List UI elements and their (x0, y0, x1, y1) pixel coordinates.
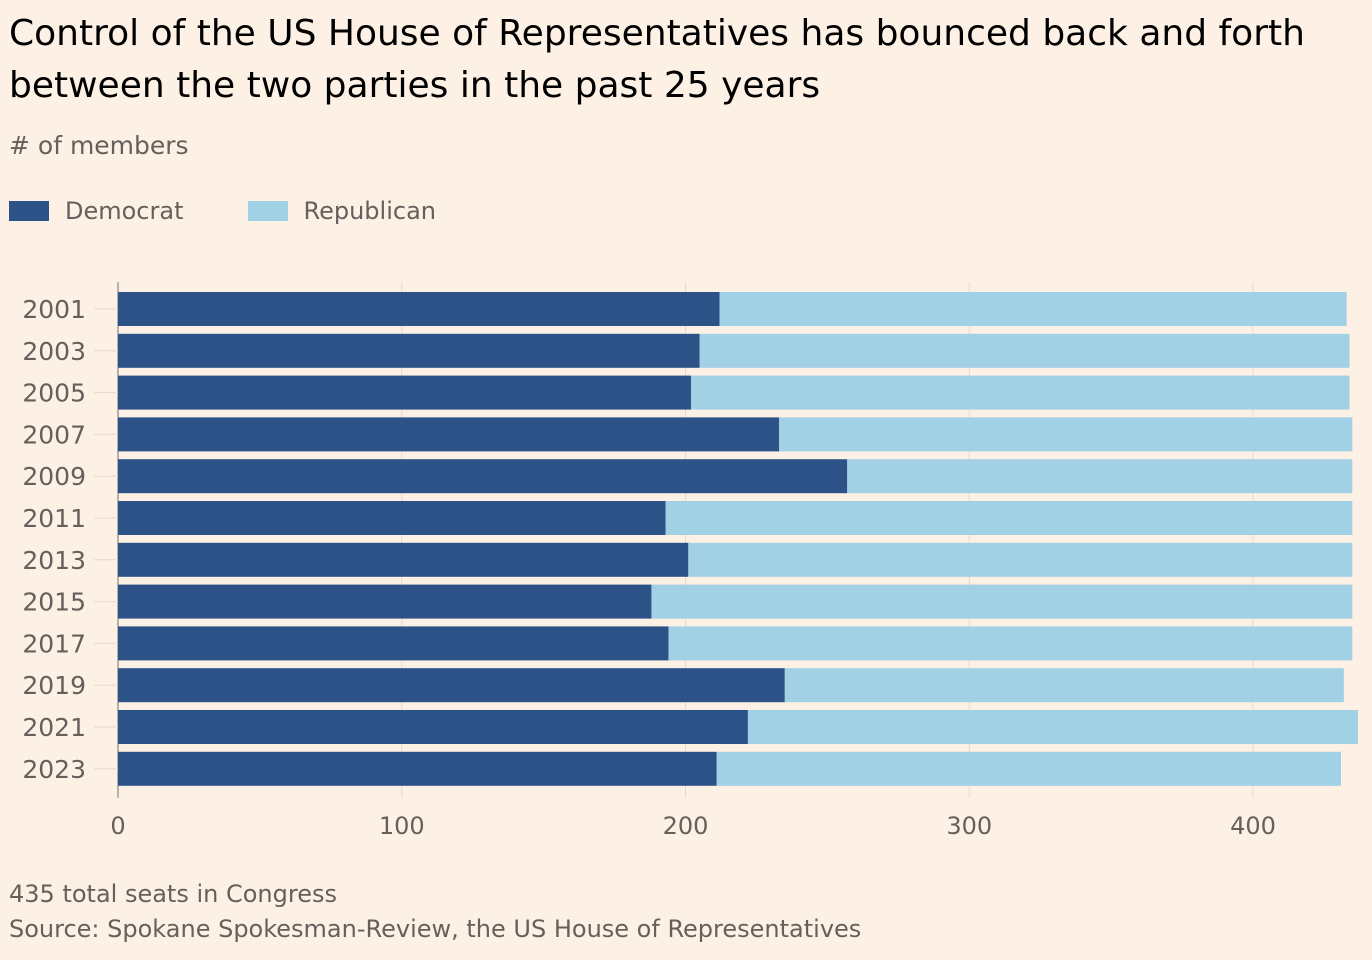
bar-democrat (118, 584, 652, 619)
y-tick-label: 2007 (22, 420, 86, 449)
y-tick-label: 2021 (22, 713, 86, 742)
x-tick-label: 300 (946, 812, 992, 840)
y-tick-label: 2023 (22, 755, 86, 784)
bar-republican (665, 501, 1353, 535)
bar-democrat (118, 542, 689, 577)
bar-republican (847, 459, 1353, 494)
bar-democrat (118, 333, 700, 368)
bar-republican (719, 292, 1347, 326)
x-tick-label: 200 (663, 812, 709, 840)
bar-republican (688, 542, 1353, 577)
bar-democrat (118, 375, 692, 410)
x-tick-label: 400 (1230, 812, 1276, 840)
bar-democrat (118, 459, 848, 494)
bar-republican (699, 333, 1350, 368)
bar-republican (668, 626, 1353, 661)
bar-republican (716, 751, 1341, 786)
y-tick-label: 2019 (22, 671, 86, 700)
bar-democrat (118, 417, 780, 452)
y-tick-label: 2001 (22, 295, 86, 324)
bar-democrat (118, 292, 720, 326)
bar-democrat (118, 668, 785, 703)
y-tick-label: 2013 (22, 546, 86, 575)
legend-swatch-democrat (9, 201, 49, 221)
bar-democrat (118, 626, 669, 661)
legend-item-democrat: Democrat (9, 197, 184, 225)
y-tick-label: 2005 (22, 379, 86, 408)
bar-republican (747, 710, 1358, 744)
legend-item-republican: Republican (247, 197, 437, 225)
footnote: 435 total seats in Congress (9, 880, 337, 908)
bar-republican (784, 668, 1344, 703)
bar-chart: 2001 2003 2005 2007 2009 2011 2013 2015 2017 2019… (22, 282, 1358, 840)
legend-swatch-republican (247, 201, 288, 221)
y-tick-label: 2017 (22, 629, 86, 658)
legend-label-democrat: Democrat (65, 197, 184, 225)
bar-republican (691, 375, 1350, 410)
legend: Democrat Republican (9, 194, 500, 228)
bar-republican (779, 417, 1353, 452)
bar-democrat (118, 751, 717, 786)
bar-republican (651, 584, 1353, 619)
y-tick-label: 2015 (22, 588, 86, 617)
chart-subtitle: # of members (9, 131, 189, 160)
bar-democrat (118, 710, 748, 744)
y-tick-label: 2011 (22, 504, 86, 533)
y-tick-label: 2003 (22, 337, 86, 366)
bar-democrat (118, 501, 666, 535)
x-tick-label: 0 (110, 812, 125, 840)
legend-label-republican: Republican (303, 197, 437, 225)
chart-title: Control of the US House of Representativ… (9, 13, 1305, 106)
y-tick-label: 2009 (22, 462, 86, 491)
x-tick-label: 100 (379, 812, 425, 840)
source-note: Source: Spokane Spokesman-Review, the US… (9, 915, 862, 943)
